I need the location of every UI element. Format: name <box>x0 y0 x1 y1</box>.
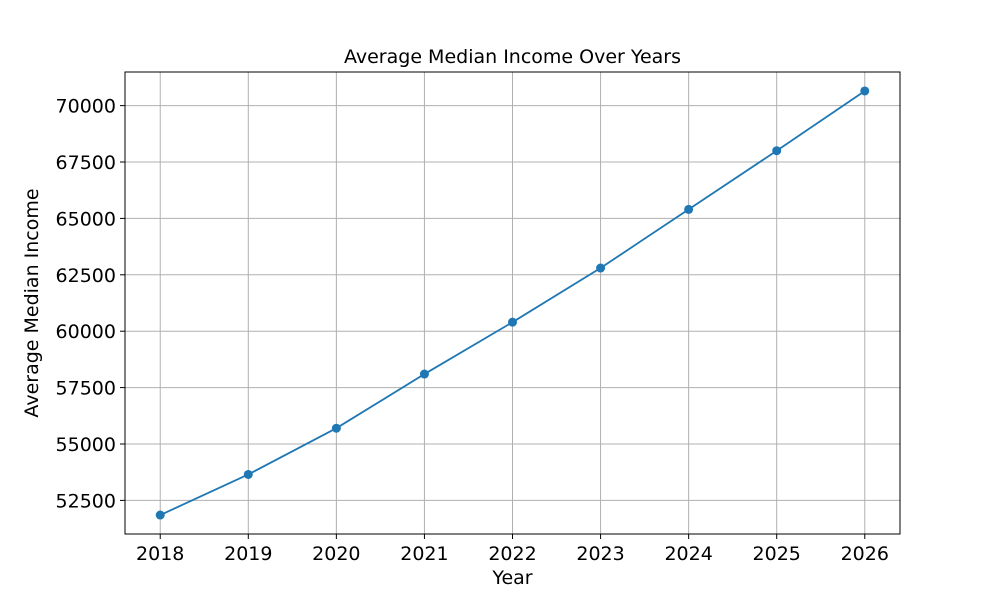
x-tick-label: 2025 <box>753 543 801 565</box>
y-tick-label: 55000 <box>56 434 116 456</box>
data-point <box>684 204 694 214</box>
y-tick-label: 60000 <box>56 321 116 343</box>
x-axis-label: Year <box>491 567 532 589</box>
data-point <box>508 317 517 327</box>
y-tick-label: 67500 <box>56 152 116 174</box>
data-point <box>772 146 782 156</box>
x-tick-label: 2024 <box>664 543 712 565</box>
y-tick-label: 65000 <box>56 208 116 230</box>
data-point <box>155 510 165 520</box>
data-point <box>243 469 253 479</box>
data-point <box>860 86 870 96</box>
data-point <box>331 423 341 433</box>
x-tick-label: 2021 <box>400 543 448 565</box>
y-tick-label: 57500 <box>56 378 116 400</box>
x-tick-label: 2018 <box>136 543 184 565</box>
x-tick-label: 2020 <box>312 543 360 565</box>
x-tick-label: 2019 <box>224 543 272 565</box>
y-tick-label: 62500 <box>56 265 116 287</box>
y-tick-label: 70000 <box>56 96 116 118</box>
grid <box>125 72 900 534</box>
x-tick-label: 2023 <box>576 543 624 565</box>
chart-title: Average Median Income Over Years <box>344 46 681 68</box>
y-axis: 52500 55000 57500 60000 62500 65000 67500 70000 <box>56 96 125 512</box>
data-point <box>596 263 606 273</box>
x-tick-label: 2022 <box>488 543 536 565</box>
x-axis: 2018 2019 2020 2021 2022 2023 2024 2025 2026 <box>136 534 889 565</box>
y-axis-label: Average Median Income <box>21 188 43 417</box>
series-layer <box>155 86 870 520</box>
x-tick-label: 2026 <box>841 543 889 565</box>
y-tick-label: 52500 <box>56 490 116 512</box>
data-point <box>419 369 429 379</box>
